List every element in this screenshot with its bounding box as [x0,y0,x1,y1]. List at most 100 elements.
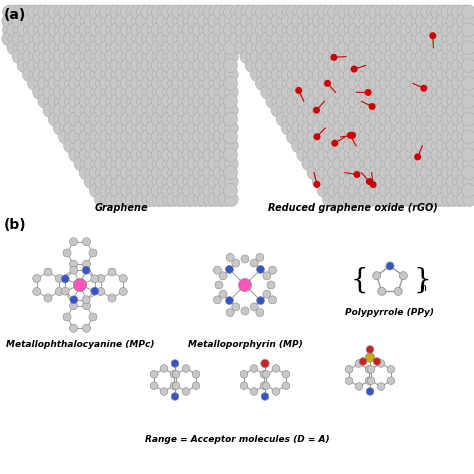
Circle shape [359,165,373,180]
Circle shape [318,23,331,37]
Circle shape [406,41,420,55]
Circle shape [328,165,342,180]
Circle shape [240,382,248,390]
Circle shape [167,112,182,126]
Circle shape [339,14,353,28]
Circle shape [451,148,465,162]
Circle shape [126,165,140,180]
Circle shape [74,85,88,100]
Circle shape [137,183,151,198]
Circle shape [192,371,200,378]
Circle shape [167,32,181,46]
Circle shape [302,67,316,82]
Circle shape [457,59,471,73]
Circle shape [401,67,415,82]
Circle shape [214,14,228,28]
Circle shape [80,67,94,82]
Circle shape [395,85,409,100]
Circle shape [286,5,301,19]
Circle shape [84,32,98,46]
Circle shape [250,32,264,46]
Circle shape [385,23,399,37]
Circle shape [80,103,94,117]
Circle shape [415,50,429,64]
Circle shape [431,59,445,73]
Circle shape [178,41,192,55]
Circle shape [427,23,440,37]
Circle shape [303,5,317,19]
Circle shape [226,309,234,317]
Circle shape [266,41,280,55]
Circle shape [90,59,103,73]
Circle shape [359,139,374,153]
Circle shape [391,67,404,82]
Circle shape [344,183,358,198]
Circle shape [250,365,258,372]
Circle shape [452,103,466,117]
Circle shape [146,50,160,64]
Circle shape [131,14,146,28]
Circle shape [126,23,140,37]
Circle shape [193,192,207,206]
Circle shape [411,157,425,171]
Circle shape [156,14,171,28]
Circle shape [405,174,419,189]
Circle shape [420,85,428,92]
Circle shape [27,76,42,91]
Circle shape [415,67,429,82]
Circle shape [100,121,115,135]
Circle shape [79,165,93,180]
Circle shape [23,23,37,37]
Circle shape [82,238,91,246]
Circle shape [262,371,270,378]
Circle shape [142,32,156,46]
Circle shape [298,32,311,46]
Circle shape [163,139,176,153]
Circle shape [131,165,145,180]
Circle shape [105,14,119,28]
Circle shape [95,103,109,117]
Circle shape [369,23,383,37]
Circle shape [302,121,316,135]
Circle shape [292,76,307,91]
Circle shape [171,392,179,401]
Circle shape [126,130,140,144]
Circle shape [379,76,393,91]
Circle shape [64,32,78,46]
Circle shape [90,76,103,91]
Circle shape [451,59,465,73]
Circle shape [271,50,285,64]
Circle shape [79,5,93,19]
Circle shape [209,165,223,180]
Circle shape [333,67,347,82]
Circle shape [43,67,57,82]
Circle shape [223,41,237,55]
Circle shape [333,50,347,64]
Circle shape [379,59,393,73]
Circle shape [427,5,440,19]
Circle shape [121,103,135,117]
Circle shape [120,23,134,37]
Circle shape [364,14,378,28]
Circle shape [188,112,202,126]
Circle shape [223,165,237,180]
Circle shape [136,67,150,82]
Circle shape [267,67,281,82]
Circle shape [380,192,394,206]
Circle shape [120,148,134,162]
Circle shape [463,174,474,189]
Circle shape [116,148,130,162]
Circle shape [12,32,26,46]
Circle shape [354,112,368,126]
Circle shape [136,14,150,28]
Circle shape [85,59,99,73]
Circle shape [142,192,156,206]
Circle shape [385,130,399,144]
Circle shape [426,121,440,135]
Circle shape [349,85,363,100]
Circle shape [354,130,368,144]
Circle shape [359,14,374,28]
Circle shape [415,174,429,189]
Circle shape [157,94,171,108]
Circle shape [90,130,103,144]
